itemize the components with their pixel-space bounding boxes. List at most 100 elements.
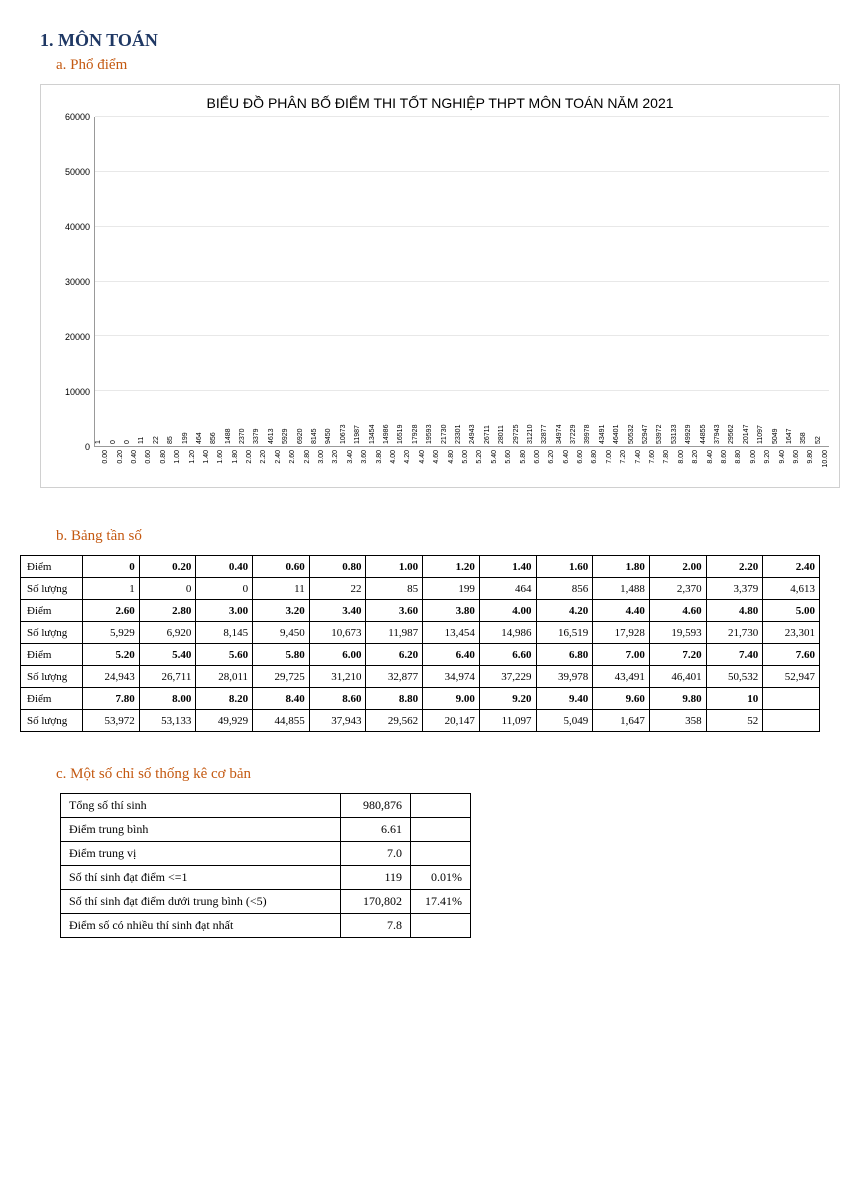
score-cell: 10 bbox=[706, 688, 763, 710]
stat-label: Số thí sinh đạt điểm <=1 bbox=[61, 866, 341, 890]
score-cell: 5.00 bbox=[763, 600, 820, 622]
x-tick-label: 8.40 bbox=[707, 450, 714, 464]
subsection-a: a. Phổ điểm bbox=[56, 57, 825, 74]
stat-value: 170,802 bbox=[341, 890, 411, 914]
x-tick-label: 8.60 bbox=[721, 450, 728, 464]
score-cell: 9.20 bbox=[479, 688, 536, 710]
count-cell: 43,491 bbox=[593, 666, 650, 688]
score-cell: 1.20 bbox=[423, 556, 480, 578]
table-row: Điểm7.808.008.208.408.608.809.009.209.40… bbox=[21, 688, 820, 710]
x-tick-label: 7.20 bbox=[620, 450, 627, 464]
count-cell: 23,301 bbox=[763, 622, 820, 644]
count-cell: 14,986 bbox=[479, 622, 536, 644]
count-cell: 4,613 bbox=[763, 578, 820, 600]
statistics-table: Tổng số thí sinh980,876Điểm trung bình6.… bbox=[60, 793, 471, 938]
x-tick-label: 6.20 bbox=[548, 450, 555, 464]
count-cell: 199 bbox=[423, 578, 480, 600]
score-cell: 1.60 bbox=[536, 556, 593, 578]
bar-value-label: 39978 bbox=[584, 425, 591, 444]
score-cell: 4.80 bbox=[706, 600, 763, 622]
count-cell: 0 bbox=[139, 578, 196, 600]
score-cell: 5.40 bbox=[139, 644, 196, 666]
bar-value-label: 44855 bbox=[700, 425, 707, 444]
score-cell: 2.40 bbox=[763, 556, 820, 578]
score-cell: 4.20 bbox=[536, 600, 593, 622]
score-cell: 2.20 bbox=[706, 556, 763, 578]
x-tick-label: 1.80 bbox=[232, 450, 239, 464]
x-tick-label: 1.20 bbox=[189, 450, 196, 464]
score-cell: 5.20 bbox=[83, 644, 140, 666]
score-cell: 2.60 bbox=[83, 600, 140, 622]
x-tick-label: 9.40 bbox=[779, 450, 786, 464]
x-tick-label: 6.00 bbox=[534, 450, 541, 464]
stat-percent bbox=[411, 818, 471, 842]
score-cell bbox=[763, 688, 820, 710]
score-cell: 1.00 bbox=[366, 556, 423, 578]
x-tick-label: 7.60 bbox=[649, 450, 656, 464]
bar-value-label: 23301 bbox=[455, 425, 462, 444]
x-tick-label: 5.60 bbox=[505, 450, 512, 464]
x-tick-label: 3.00 bbox=[318, 450, 325, 464]
bar-value-label: 0 bbox=[110, 440, 117, 444]
score-cell: 0.40 bbox=[196, 556, 253, 578]
bar-value-label: 11097 bbox=[757, 425, 764, 444]
count-cell: 5,049 bbox=[536, 710, 593, 732]
count-cell: 2,370 bbox=[649, 578, 706, 600]
bar-value-label: 53972 bbox=[656, 425, 663, 444]
bar-value-label: 17928 bbox=[412, 425, 419, 444]
count-cell: 37,943 bbox=[309, 710, 366, 732]
x-tick-label: 5.80 bbox=[520, 450, 527, 464]
row-label-count: Số lượng bbox=[21, 666, 83, 688]
stat-label: Điểm số có nhiều thí sinh đạt nhất bbox=[61, 914, 341, 938]
x-tick-label: 3.60 bbox=[361, 450, 368, 464]
count-cell: 29,562 bbox=[366, 710, 423, 732]
count-cell: 10,673 bbox=[309, 622, 366, 644]
count-cell: 3,379 bbox=[706, 578, 763, 600]
bar-value-label: 24943 bbox=[469, 425, 476, 444]
x-tick-label: 9.00 bbox=[750, 450, 757, 464]
count-cell: 9,450 bbox=[253, 622, 310, 644]
count-cell: 37,229 bbox=[479, 666, 536, 688]
score-cell: 7.20 bbox=[649, 644, 706, 666]
x-tick-label: 5.00 bbox=[462, 450, 469, 464]
table-row: Số lượng5,9296,9208,1459,45010,67311,987… bbox=[21, 622, 820, 644]
row-label-count: Số lượng bbox=[21, 710, 83, 732]
count-cell: 1,488 bbox=[593, 578, 650, 600]
count-cell: 1,647 bbox=[593, 710, 650, 732]
x-tick-label: 2.20 bbox=[260, 450, 267, 464]
count-cell: 85 bbox=[366, 578, 423, 600]
score-cell: 0.20 bbox=[139, 556, 196, 578]
x-tick-label: 7.80 bbox=[663, 450, 670, 464]
x-tick-label: 10.00 bbox=[822, 450, 829, 468]
x-tick-label: 8.80 bbox=[735, 450, 742, 464]
count-cell: 1 bbox=[83, 578, 140, 600]
score-cell: 6.60 bbox=[479, 644, 536, 666]
score-cell: 8.60 bbox=[309, 688, 366, 710]
bar-value-label: 52 bbox=[815, 436, 822, 444]
stat-label: Điểm trung vị bbox=[61, 842, 341, 866]
bar-value-label: 4613 bbox=[268, 428, 275, 444]
count-cell: 11 bbox=[253, 578, 310, 600]
count-cell: 21,730 bbox=[706, 622, 763, 644]
count-cell: 17,928 bbox=[593, 622, 650, 644]
score-cell: 0.60 bbox=[253, 556, 310, 578]
score-cell: 0.80 bbox=[309, 556, 366, 578]
bar-value-label: 11987 bbox=[354, 425, 361, 444]
x-tick-label: 5.40 bbox=[491, 450, 498, 464]
stat-percent bbox=[411, 842, 471, 866]
bar-value-label: 22 bbox=[153, 436, 160, 444]
count-cell: 8,145 bbox=[196, 622, 253, 644]
chart-title: BIỂU ĐỒ PHÂN BỐ ĐIỂM THI TỐT NGHIỆP THPT… bbox=[51, 95, 829, 111]
table-row: Điểm số có nhiều thí sinh đạt nhất7.8 bbox=[61, 914, 471, 938]
score-cell: 2.00 bbox=[649, 556, 706, 578]
table-row: Số lượng24,94326,71128,01129,72531,21032… bbox=[21, 666, 820, 688]
bar-value-label: 52947 bbox=[642, 425, 649, 444]
table-row: Điểm trung vị7.0 bbox=[61, 842, 471, 866]
bar-value-label: 46401 bbox=[613, 425, 620, 444]
row-label-count: Số lượng bbox=[21, 622, 83, 644]
x-tick-label: 5.20 bbox=[476, 450, 483, 464]
bar-value-label: 199 bbox=[182, 432, 189, 444]
bar-value-label: 14986 bbox=[383, 425, 390, 444]
count-cell: 52,947 bbox=[763, 666, 820, 688]
table-row: Số lượng53,97253,13349,92944,85537,94329… bbox=[21, 710, 820, 732]
